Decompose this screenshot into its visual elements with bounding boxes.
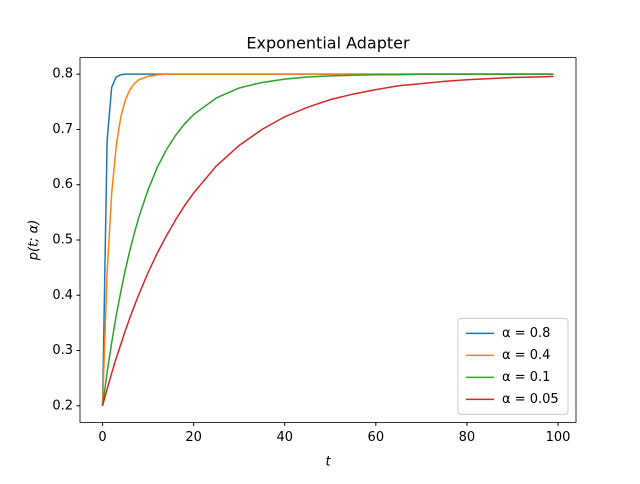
x-tick-label: 60 [368,430,385,445]
line-series [101,75,554,407]
chart-title: Exponential Adapter [246,34,410,53]
x-axis-label: t [325,455,331,470]
y-tick-label: 0.2 [52,398,73,413]
legend-label: α = 0.05 [502,392,559,407]
y-tick-label: 0.4 [52,288,73,303]
axes-frame [79,57,577,423]
x-tick-label: 20 [185,430,202,445]
line-series [101,73,554,406]
y-axis-label: p(t; α) [27,220,42,262]
legend-box [457,317,569,415]
legend-label: α = 0.1 [502,370,550,385]
x-tick-label: 0 [98,430,106,445]
y-tick-label: 0.6 [52,177,73,192]
legend-label: α = 0.4 [502,348,550,363]
y-tick-label: 0.3 [52,343,73,358]
y-tick-label: 0.5 [52,233,73,248]
legend-label: α = 0.8 [502,326,550,341]
y-tick-label: 0.8 [52,67,73,82]
x-tick-label: 100 [546,430,571,445]
x-tick-label: 40 [276,430,293,445]
y-tick-label: 0.7 [52,122,73,137]
x-tick-label: 80 [459,430,476,445]
